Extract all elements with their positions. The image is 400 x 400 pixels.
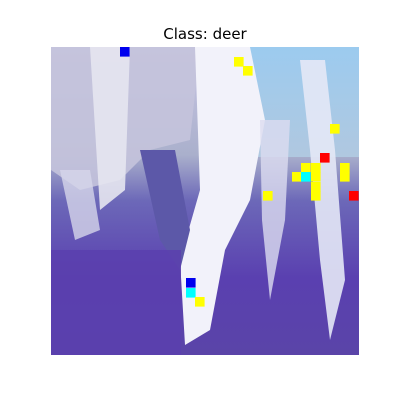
image-region (180, 47, 265, 345)
pixel (340, 163, 350, 173)
image-region (51, 250, 181, 355)
title: Class: deer (163, 25, 247, 43)
pixel (243, 66, 253, 76)
image-region (260, 120, 290, 300)
pixel (311, 182, 321, 192)
pixel (120, 47, 130, 57)
pixel (186, 288, 196, 298)
pixel (195, 297, 205, 307)
pixel (340, 172, 350, 182)
pixel (311, 163, 321, 173)
pixel (292, 172, 302, 182)
image (51, 47, 359, 355)
image-region (60, 170, 100, 240)
pixel (330, 124, 340, 134)
pixel (186, 278, 196, 288)
pixel (301, 172, 311, 182)
pixel (320, 153, 330, 163)
image-region (300, 60, 345, 340)
pixel (234, 57, 244, 67)
image-region (140, 150, 190, 270)
pixel (311, 191, 321, 201)
pixel (301, 163, 311, 173)
pixel (263, 191, 273, 201)
pixel (349, 191, 359, 201)
pixel (311, 172, 321, 182)
image-region (90, 47, 130, 210)
